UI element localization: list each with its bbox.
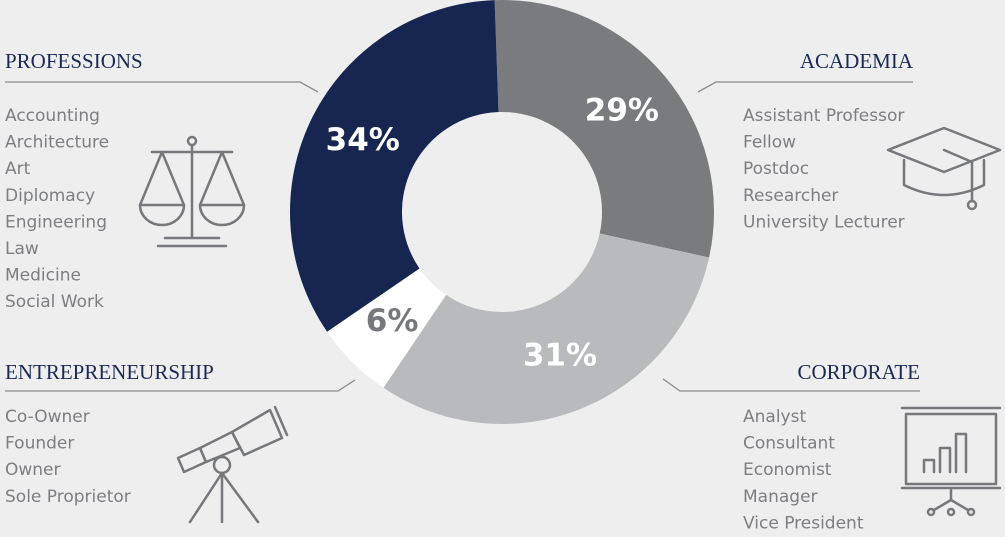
board-icon [900, 406, 1002, 517]
group-title: CORPORATE [797, 360, 920, 384]
group-title: ACADEMIA [800, 49, 914, 73]
value-label: 29% [585, 93, 659, 129]
group-item: Fellow [743, 133, 796, 153]
rule [697, 81, 913, 93]
value-label: 31% [523, 337, 597, 373]
group-item: Economist [743, 460, 832, 480]
group-title: ENTREPRENEURSHIP [5, 360, 214, 384]
slice [327, 268, 447, 388]
group-item: Diplomacy [5, 186, 95, 206]
group-title: PROFESSIONS [5, 49, 143, 73]
group-item: Art [5, 159, 31, 179]
rule [662, 378, 920, 392]
slice [290, 0, 499, 332]
value-label: 34% [326, 122, 400, 158]
group-item: Medicine [5, 266, 81, 286]
value-label: 6% [366, 303, 419, 339]
group-item: Researcher [743, 186, 838, 206]
group-item: Engineering [5, 212, 107, 232]
group-item: Architecture [5, 133, 109, 153]
group-item: Co-Owner [5, 407, 90, 427]
group-item: University Lecturer [743, 212, 905, 232]
group-item: Vice President [743, 513, 864, 533]
group-item: Analyst [743, 407, 806, 427]
group-item: Accounting [5, 106, 100, 126]
rule [5, 379, 356, 392]
group-item: Owner [5, 460, 61, 480]
scales-icon [138, 135, 246, 248]
cap-icon [886, 126, 1002, 211]
group-item: Assistant Professor [743, 106, 904, 126]
slice [494, 0, 714, 258]
rule [5, 81, 319, 93]
group-item: Consultant [743, 434, 835, 454]
group-item: Manager [743, 487, 818, 507]
group-item: Founder [5, 434, 74, 454]
group-item: Social Work [5, 292, 104, 312]
group-item: Sole Proprietor [5, 487, 131, 507]
slice [383, 233, 710, 424]
group-item: Law [5, 239, 39, 259]
telescope-icon [176, 405, 289, 524]
group-item: Postdoc [743, 159, 809, 179]
